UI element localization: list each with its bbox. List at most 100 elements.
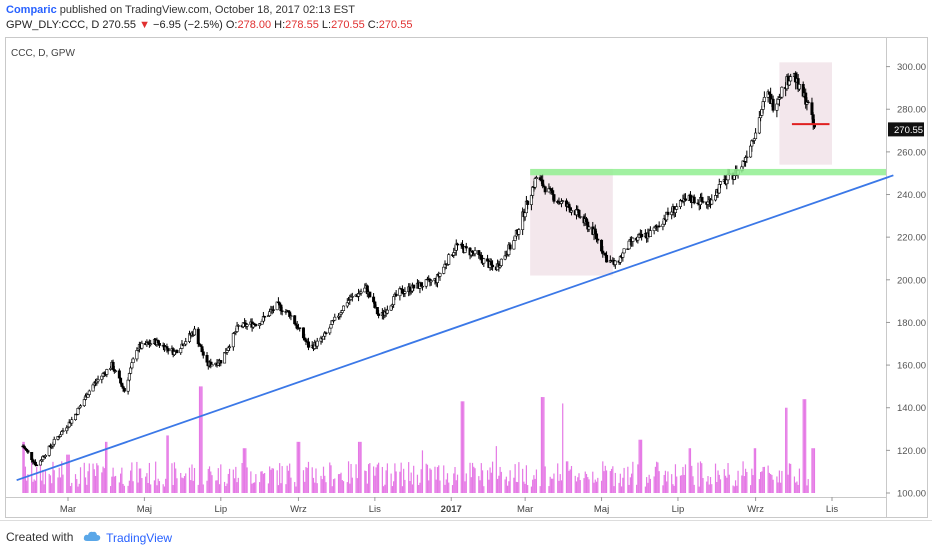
footer: Created with TradingView <box>0 520 932 551</box>
candle-body <box>657 225 661 228</box>
candle-body <box>26 450 30 453</box>
candle-body <box>675 206 679 210</box>
candle-body <box>561 200 565 202</box>
candle-body <box>551 190 555 195</box>
candle-body <box>762 97 766 102</box>
candle-body <box>196 328 200 345</box>
candle-body <box>648 230 652 237</box>
time-axis[interactable]: Mar Maj Lip Wrz Lis 2017 Mar Maj Lip Wrz Lis <box>60 497 839 515</box>
candle-body <box>640 233 644 238</box>
price-tick-label: 220.00 <box>897 233 926 244</box>
price-tick-label: 200.00 <box>897 275 926 286</box>
published-text: published on TradingView.com, October 18… <box>56 4 355 16</box>
close-value: 270.55 <box>378 19 413 31</box>
volume-bars <box>22 386 816 493</box>
candle-body <box>613 260 617 265</box>
candle-body <box>368 291 372 298</box>
candle-body <box>533 178 537 188</box>
time-tick-label: Wrz <box>290 504 307 515</box>
publish-line: Comparic published on TradingView.com, O… <box>6 4 355 16</box>
candle-body <box>806 101 810 104</box>
time-tick-label: Lip <box>214 504 227 515</box>
created-with-text: Created with <box>6 530 74 544</box>
price-change: −6.95 (−2.5%) <box>153 19 223 31</box>
candle-body <box>499 258 503 266</box>
price-axis-divider <box>886 38 887 517</box>
candle-body <box>289 315 293 317</box>
candle-body <box>429 280 433 283</box>
candle-body <box>710 199 714 205</box>
time-tick-label: Lis <box>826 504 838 515</box>
candle-body <box>271 309 275 311</box>
time-tick-label: Mar <box>60 504 76 515</box>
candle-body <box>596 238 600 241</box>
candle-body <box>306 341 310 348</box>
candle-body <box>79 405 83 408</box>
time-tick-label: Maj <box>594 504 609 515</box>
candle-body <box>473 250 477 255</box>
candle-body <box>797 84 801 90</box>
last-price: 270.55 <box>102 19 137 31</box>
candle-body <box>245 324 249 327</box>
candle-body <box>447 254 451 265</box>
candle-body <box>263 316 267 318</box>
candle-body <box>569 210 573 213</box>
candle-body <box>324 332 328 334</box>
candle-body <box>775 103 779 111</box>
candle-body <box>631 237 635 242</box>
candle-body <box>377 313 381 316</box>
time-axis-divider <box>6 497 886 498</box>
candle-body <box>342 305 346 311</box>
candle-body <box>43 455 47 457</box>
high-label: H: <box>274 19 286 31</box>
current-price-label: 270.55 <box>894 125 923 136</box>
price-tick-label: 120.00 <box>897 446 926 457</box>
candle-body <box>114 370 118 372</box>
support-zone <box>530 168 886 176</box>
candle-body <box>179 348 183 354</box>
low-value: 270.55 <box>331 19 365 31</box>
candle-body <box>117 370 121 379</box>
header-bar: Comparic published on TradingView.com, O… <box>0 0 932 36</box>
candle-body <box>673 209 677 213</box>
candle-body <box>298 327 302 329</box>
candle-body <box>70 419 74 424</box>
author-link[interactable]: Comparic <box>6 4 57 16</box>
price-axis[interactable]: 100.00 120.00 140.00 160.00 180.00 200.00 220.… <box>886 62 926 500</box>
candle-body <box>219 360 223 364</box>
chart-legend: CCC, D, GPW <box>11 48 75 59</box>
chart-frame <box>5 37 928 518</box>
price-chart[interactable]: CCC, D, GPW 100.00 120.00 140.00 160.00 180.… <box>0 0 932 520</box>
candle-body <box>127 373 131 381</box>
candle-body <box>52 439 56 445</box>
candle-body <box>622 248 626 254</box>
candle-body <box>122 388 126 392</box>
created-with: Created with TradingView <box>6 530 172 545</box>
time-tick-label: Lis <box>369 504 381 515</box>
candle-body <box>157 342 161 346</box>
tradingview-brand[interactable]: TradingView <box>106 530 173 545</box>
candle-body <box>192 328 196 336</box>
price-tick-label: 140.00 <box>897 403 926 414</box>
candle-body <box>552 194 556 202</box>
candle-body <box>254 324 258 326</box>
time-tick-label: Lip <box>672 504 685 515</box>
candle-body <box>359 291 363 294</box>
candle-body <box>96 379 100 382</box>
candle-body <box>683 198 687 201</box>
candle-body <box>175 350 179 354</box>
candle-body <box>666 211 670 215</box>
candle-body <box>131 358 135 364</box>
candle-body <box>385 309 389 314</box>
time-tick-label: Wrz <box>747 504 764 515</box>
candle-body <box>228 346 232 349</box>
candle-body <box>315 340 319 347</box>
candle-body <box>403 291 407 294</box>
candle-body <box>578 216 582 218</box>
candle-body <box>719 181 723 185</box>
candle-body <box>438 273 442 277</box>
candle-body <box>61 430 65 432</box>
candle-body <box>587 226 591 230</box>
candle-body <box>105 369 109 375</box>
candle-body <box>701 201 705 203</box>
